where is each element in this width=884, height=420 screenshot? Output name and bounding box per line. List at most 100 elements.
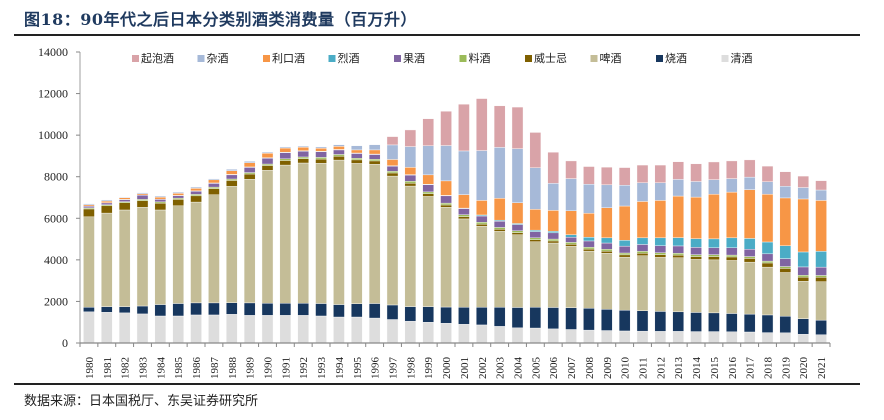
legend-item-威士忌: 威士忌 — [525, 52, 567, 65]
bar-segment-1987-烧酒 — [208, 302, 220, 316]
bar-segment-2009-果酒 — [601, 242, 613, 250]
bar-segment-2014-烈酒 — [690, 238, 702, 248]
x-tick-label: 2018 — [763, 357, 775, 380]
legend-swatch — [328, 55, 336, 62]
bar-segment-2009-烧酒 — [601, 309, 613, 331]
bar-segment-2021-杂酒 — [815, 189, 827, 201]
bar-segment-1997-清酒 — [386, 319, 399, 344]
bar-segment-1982-果酒 — [118, 199, 131, 202]
y-tick-label: 14000 — [38, 45, 68, 59]
bar-segment-2021-起泡酒 — [815, 180, 827, 191]
bar-segment-2000-清酒 — [440, 323, 452, 344]
bar-segment-1991-利口酒 — [279, 147, 292, 153]
bar-segment-2015-起泡酒 — [708, 161, 720, 180]
bar-segment-1999-杂酒 — [422, 145, 434, 176]
bar-segment-2019-料酒 — [779, 266, 792, 269]
bar-segment-2012-烧酒 — [654, 311, 667, 332]
bar-segment-1998-杂酒 — [404, 146, 417, 168]
bar-segment-1992-威士忌 — [297, 158, 309, 164]
bar-segment-1992-利口酒 — [297, 146, 309, 151]
bar-segment-2017-啤酒 — [743, 261, 756, 315]
bar-segment-2008-烧酒 — [583, 308, 595, 331]
bar-segment-2017-料酒 — [743, 256, 756, 259]
bar-segment-2008-啤酒 — [583, 250, 595, 309]
legend-item-啤酒: 啤酒 — [590, 51, 622, 65]
legend-swatch — [656, 55, 663, 62]
bar-segment-2004-杂酒 — [511, 148, 524, 203]
bar-segment-1990-果酒 — [261, 158, 274, 165]
bar-segment-2001-杂酒 — [458, 150, 470, 195]
bar-segment-1995-杂酒 — [351, 145, 363, 151]
bar-segment-1994-杂酒 — [333, 144, 345, 147]
bar-segment-1984-威士忌 — [154, 202, 167, 211]
bar-segment-1998-起泡酒 — [404, 129, 417, 147]
y-tick-label: 10000 — [38, 128, 68, 142]
bar-segment-2018-利口酒 — [761, 193, 774, 243]
bar-segment-1991-啤酒 — [279, 164, 292, 304]
bar-segment-2006-啤酒 — [547, 242, 559, 308]
bar-segment-2005-果酒 — [529, 231, 542, 239]
bar-segment-1992-料酒 — [297, 156, 309, 159]
legend-item-烈酒: 烈酒 — [328, 51, 360, 65]
bar-segment-2007-果酒 — [565, 237, 577, 243]
bar-segment-1996-烧酒 — [368, 303, 381, 319]
x-tick-label: 2002 — [477, 357, 489, 379]
bar-segment-2015-果酒 — [708, 247, 720, 255]
bar-segment-2012-烈酒 — [654, 237, 667, 246]
bar-segment-1997-威士忌 — [386, 172, 399, 177]
bar-segment-2005-清酒 — [529, 327, 542, 344]
legend-item-料酒: 料酒 — [459, 51, 491, 65]
bar-segment-2000-利口酒 — [440, 180, 452, 196]
bar-segment-1998-威士忌 — [404, 182, 417, 187]
bar-segment-2015-威士忌 — [708, 256, 720, 261]
bar-segment-2000-威士忌 — [440, 204, 452, 208]
bar-segment-1993-威士忌 — [315, 158, 327, 164]
bar-segment-1982-烧酒 — [118, 306, 131, 314]
bar-segment-2002-烧酒 — [476, 307, 488, 326]
bar-segment-1993-杂酒 — [315, 146, 327, 149]
bar-segment-2016-烈酒 — [726, 237, 738, 249]
bar-segment-1994-威士忌 — [333, 155, 345, 161]
bar-segment-2004-威士忌 — [511, 232, 524, 235]
bar-segment-1986-啤酒 — [190, 201, 202, 304]
bar-segment-1994-料酒 — [333, 154, 345, 157]
bar-segment-2014-料酒 — [690, 254, 702, 257]
bar-segment-2001-利口酒 — [458, 194, 470, 209]
top-rule — [14, 34, 860, 36]
bar-segment-2021-烈酒 — [815, 251, 827, 268]
legend-label: 果酒 — [403, 52, 425, 65]
bar-segment-2004-啤酒 — [511, 234, 524, 308]
x-tick-label: 1981 — [102, 357, 114, 379]
bar-segment-2005-杂酒 — [529, 167, 542, 210]
legend-label: 清酒 — [731, 52, 753, 65]
bar-segment-1994-清酒 — [333, 316, 345, 344]
bar-segment-2021-威士忌 — [815, 277, 827, 282]
bar-segment-2012-啤酒 — [654, 257, 667, 312]
legend-label: 烈酒 — [338, 51, 360, 65]
bar-segment-1987-杂酒 — [208, 178, 220, 181]
bar-segment-1990-利口酒 — [261, 153, 274, 158]
bar-segment-2006-清酒 — [547, 328, 559, 344]
bar-segment-2006-烧酒 — [547, 307, 559, 330]
bar-segment-2000-料酒 — [440, 202, 452, 206]
bar-segment-1997-果酒 — [386, 165, 399, 172]
y-axis: 0 2000 4000 6000 8000 10000 12000 14000 — [38, 45, 81, 350]
bar-segment-2018-烧酒 — [761, 314, 774, 333]
bar-segment-1997-啤酒 — [386, 175, 399, 306]
bar-segment-2013-杂酒 — [672, 179, 684, 197]
bar-segment-2018-烈酒 — [761, 241, 774, 255]
bar-segment-2015-啤酒 — [708, 259, 720, 314]
bar-segment-2003-啤酒 — [493, 231, 506, 308]
bar-segment-2006-利口酒 — [547, 210, 559, 232]
bar-segment-1988-烧酒 — [226, 302, 238, 315]
bar-segment-2017-果酒 — [743, 249, 756, 257]
bar-segment-1983-烧酒 — [136, 305, 149, 315]
bar-segment-1994-利口酒 — [333, 146, 345, 150]
bar-segment-1992-啤酒 — [297, 162, 309, 304]
bar-segment-1981-清酒 — [101, 312, 113, 344]
bar-segment-1981-利口酒 — [101, 200, 113, 203]
x-tick-label: 1989 — [245, 357, 257, 380]
bar-segment-2018-威士忌 — [761, 262, 774, 268]
bar-segment-1983-杂酒 — [136, 192, 149, 194]
bar-segment-2009-利口酒 — [601, 207, 613, 239]
